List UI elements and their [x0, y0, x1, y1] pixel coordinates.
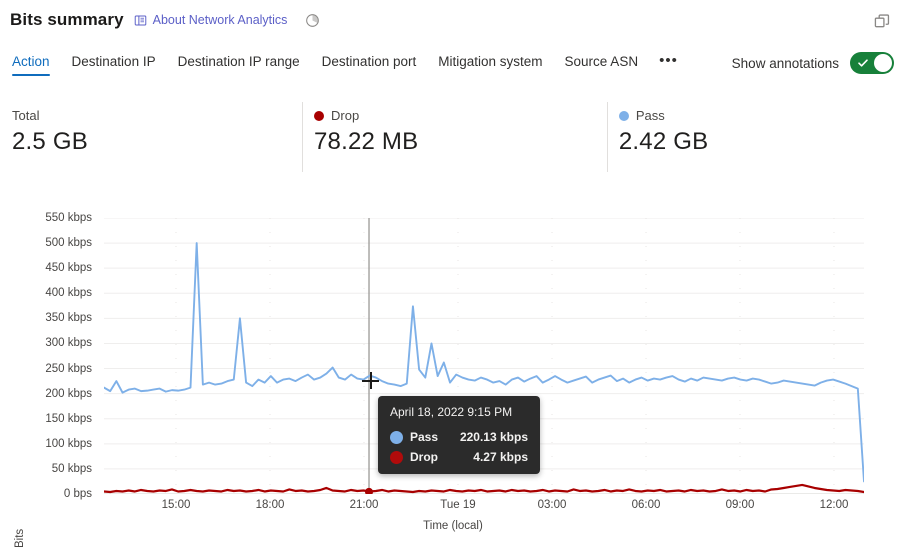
open-in-new-window-icon — [874, 13, 891, 30]
about-network-analytics-link[interactable]: About Network Analytics — [134, 13, 288, 27]
tooltip-row-pass-name: Pass — [410, 430, 439, 444]
x-axis-tick: 06:00 — [631, 499, 661, 511]
stat-total-value: 2.5 GB — [12, 128, 88, 155]
x-axis-tick: 21:00 — [349, 499, 379, 511]
y-axis-tick: 250 kbps — [45, 362, 92, 375]
series-line-pass — [104, 242, 864, 483]
x-axis-title: Time (local) — [423, 520, 483, 532]
show-annotations-toggle[interactable] — [850, 52, 894, 74]
pass-color-dot — [618, 110, 629, 121]
crosshair-cursor — [362, 372, 379, 389]
y-axis-ticks: 0 bps 50 kbps 100 kbps 150 kbps 200 kbps 250 … — [0, 196, 92, 551]
highlight-point-drop — [365, 487, 374, 494]
about-network-analytics-label: About Network Analytics — [152, 13, 288, 27]
chart-svg — [104, 218, 864, 494]
tooltip-row-pass-value: 220.13 kbps — [459, 430, 528, 444]
y-axis-tick: 350 kbps — [45, 312, 92, 325]
show-annotations-control: Show annotations — [732, 52, 894, 74]
y-axis-tick: 500 kbps — [45, 237, 92, 250]
x-axis-tick: 18:00 — [255, 499, 285, 511]
stat-drop-label: Drop — [314, 108, 607, 123]
x-axis-tick: 09:00 — [725, 499, 755, 511]
y-axis-tick: 150 kbps — [45, 412, 92, 425]
x-axis-ticks: 15:00 18:00 21:00 Tue 19 03:00 06:00 09:00 12:0… — [0, 499, 906, 519]
stat-pass: Pass 2.42 GB — [606, 100, 906, 180]
show-annotations-label: Show annotations — [731, 55, 839, 71]
tab-source-asn[interactable]: Source ASN — [564, 54, 639, 69]
tooltip-row-pass: Pass 220.13 kbps — [390, 430, 528, 444]
stat-drop-value: 78.22 MB — [314, 128, 419, 155]
tab-destination-port[interactable]: Destination port — [321, 54, 417, 69]
tab-overflow-button[interactable]: ••• — [659, 52, 678, 69]
drop-color-dot — [314, 110, 324, 121]
stat-total-label: Total — [12, 108, 302, 123]
pie-clock-icon[interactable] — [305, 13, 320, 28]
chart-tooltip: April 18, 2022 9:15 PM Pass 220.13 kbps … — [378, 396, 540, 474]
tooltip-row-drop-value: 4.27 kbps — [473, 450, 528, 464]
summary-stats: Total 2.5 GB Drop 78.22 MB Pass 2.42 GB — [0, 100, 906, 180]
x-axis-tick: 12:00 — [819, 499, 849, 511]
x-axis-tick: 15:00 — [161, 499, 191, 511]
tab-destination-ip[interactable]: Destination IP — [71, 54, 156, 69]
pass-color-dot — [390, 430, 403, 444]
drop-color-dot — [390, 450, 403, 464]
series-line-drop — [104, 483, 864, 494]
x-axis-tick: 03:00 — [537, 499, 567, 511]
stat-pass-label: Pass — [618, 108, 906, 123]
y-axis-tick: 0 bps — [63, 488, 92, 500]
stat-pass-label-text: Pass — [635, 108, 665, 123]
checkmark-icon — [857, 56, 869, 74]
tab-action[interactable]: Action — [11, 54, 61, 76]
bits-timeseries-chart[interactable]: Bits 0 bps 50 kbps 100 kbps 150 kbps 200 kbp… — [0, 196, 906, 551]
stat-total: Total 2.5 GB — [0, 100, 302, 180]
tab-mitigation-system[interactable]: Mitigation system — [438, 54, 543, 69]
chart-plot-area[interactable] — [104, 218, 864, 494]
stat-total-label-text: Total — [12, 108, 40, 123]
y-axis-tick: 450 kbps — [45, 262, 92, 275]
y-axis-tick: 300 kbps — [45, 337, 92, 350]
stat-pass-value: 2.42 GB — [618, 128, 709, 155]
tooltip-rows: Pass 220.13 kbps Drop 4.27 kbps — [390, 430, 528, 464]
y-axis-tick: 550 kbps — [45, 212, 92, 224]
tab-destination-ip-range[interactable]: Destination IP range — [177, 54, 300, 69]
book-window-icon — [134, 14, 147, 27]
y-axis-tick: 400 kbps — [45, 287, 92, 300]
pivot-tabs: Action Destination IP Destination IP ran… — [11, 52, 688, 76]
panel-header: Bits summary About Network Analytics — [10, 10, 320, 30]
y-axis-tick: 200 kbps — [45, 387, 92, 400]
y-axis-tick: 100 kbps — [45, 437, 92, 450]
open-in-new-window-button[interactable] — [869, 9, 895, 33]
y-axis-tick: 50 kbps — [51, 462, 92, 475]
tooltip-title: April 18, 2022 9:15 PM — [390, 405, 513, 419]
toggle-knob — [874, 54, 892, 72]
stat-drop-label-text: Drop — [331, 108, 360, 123]
tooltip-row-drop-name: Drop — [410, 450, 438, 464]
x-axis-tick: Tue 19 — [440, 499, 476, 511]
tooltip-row-drop: Drop 4.27 kbps — [390, 450, 528, 464]
page-title: Bits summary — [10, 10, 124, 29]
stat-drop: Drop 78.22 MB — [302, 100, 607, 180]
